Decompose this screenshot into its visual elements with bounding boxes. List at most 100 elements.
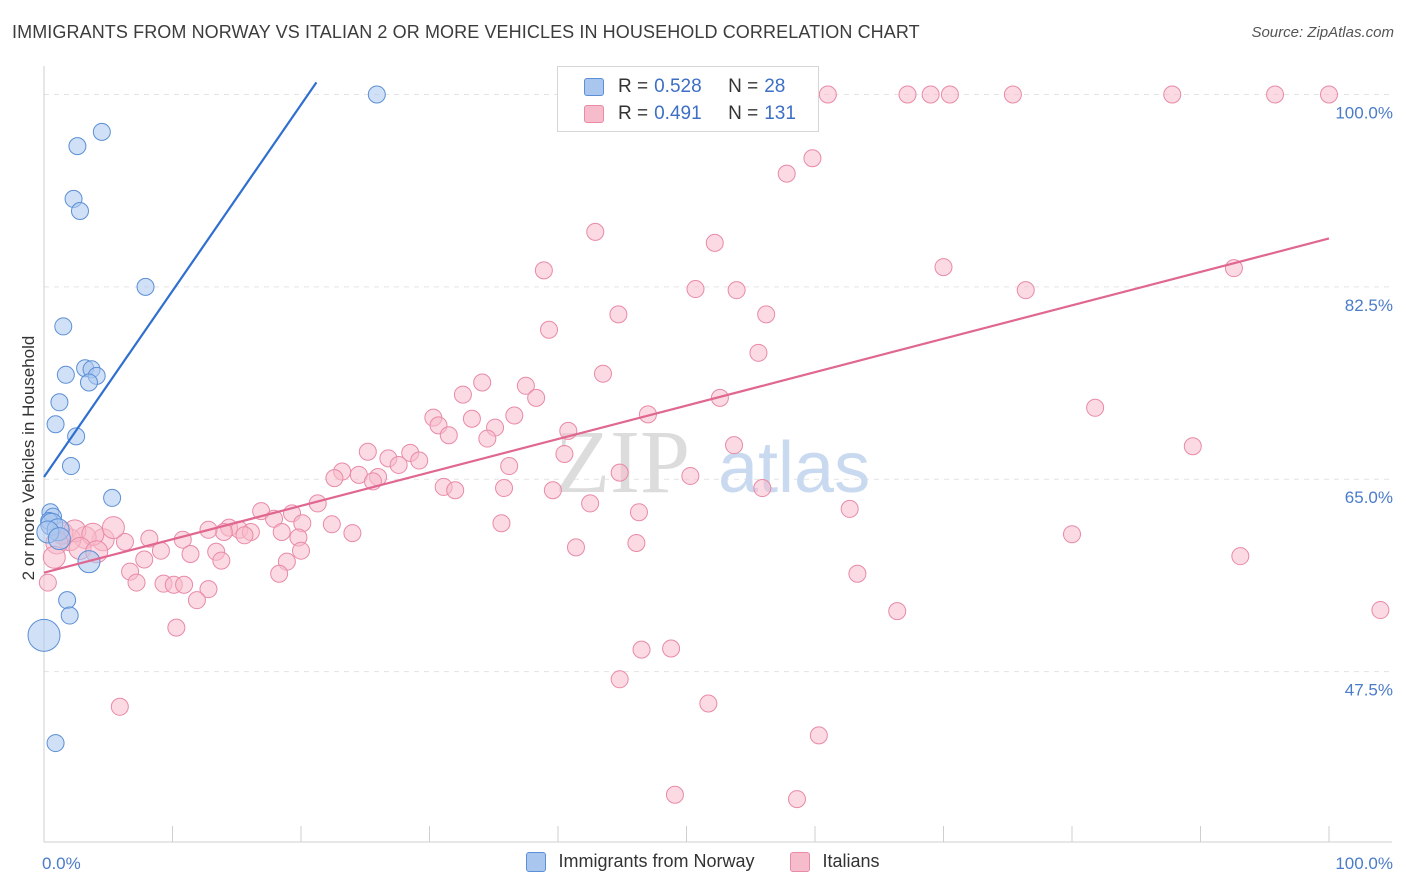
italian-point (135, 550, 154, 569)
y-tick-label: 47.5% (1345, 681, 1393, 700)
legend-item-italians[interactable]: Italians (790, 851, 880, 872)
italian-point (665, 785, 684, 804)
italian-point (662, 639, 681, 658)
norway-legend-swatch (526, 851, 547, 872)
italian-point (325, 469, 344, 488)
italian-point (586, 222, 605, 241)
grid-lines (44, 93, 1392, 673)
norway-points (27, 85, 386, 753)
norway-point (56, 365, 75, 384)
legend-item-norway[interactable]: Immigrants from Norway (526, 851, 754, 872)
italian-point (127, 573, 146, 592)
italian-point (492, 514, 511, 533)
italian-point (439, 426, 458, 445)
italian-point (940, 85, 959, 104)
norway-point (47, 527, 71, 551)
norway-point (46, 415, 65, 434)
italian-point (818, 85, 837, 104)
series-legend: Immigrants from Norway Italians (0, 851, 1406, 872)
correlation-legend: R = 0.528 N = 28 R = 0.491 N = 131 (557, 66, 819, 132)
italian-r-value: 0.491 (654, 103, 702, 124)
italian-point (462, 409, 481, 428)
n-label: N = (728, 103, 759, 124)
italian-point (1063, 525, 1081, 544)
italian-point (358, 442, 377, 461)
italian-legend-swatch (790, 851, 811, 872)
norway-point (136, 277, 155, 296)
italian-point (446, 481, 465, 500)
norway-point (67, 427, 86, 446)
italian-point (516, 376, 535, 395)
italian-point (610, 463, 629, 482)
italian-point (686, 280, 705, 299)
italian-point (777, 164, 796, 183)
italian-point (803, 149, 822, 168)
norway-point (70, 202, 89, 221)
norway-point (27, 618, 61, 652)
italian-point (115, 532, 134, 551)
norway-point (79, 373, 98, 392)
italian-point (410, 451, 429, 470)
italian-point (705, 233, 724, 252)
italian-point (1371, 601, 1390, 620)
norway-legend-label: Immigrants from Norway (558, 851, 755, 871)
tick-labels: 47.5% 65.0% 82.5% 100.0% 0.0% 100.0% (42, 103, 1393, 873)
italian-point (788, 790, 807, 809)
italian-point (478, 429, 497, 448)
watermark-atlas: atlas (718, 428, 870, 508)
italian-point (187, 591, 206, 610)
norway-point (50, 393, 69, 412)
italian-point (681, 466, 700, 485)
italian-point (699, 694, 718, 713)
norway-trend-line (43, 81, 318, 478)
y-axis-label: 2 or more Vehicles in Household (19, 336, 38, 581)
italian-point (543, 481, 562, 500)
italian-point (540, 320, 559, 339)
italian-point (322, 515, 341, 534)
norway-r-value: 0.528 (654, 76, 702, 97)
norway-point (103, 488, 122, 507)
norway-point (68, 137, 87, 156)
axes (43, 66, 1392, 843)
italian-point (921, 85, 940, 104)
italian-point (140, 529, 159, 548)
italian-point (840, 499, 859, 518)
legend-row-norway: R = 0.528 N = 28 (584, 74, 791, 100)
italian-point (1163, 85, 1182, 104)
norway-point (92, 122, 111, 141)
italian-n-value: 131 (764, 103, 796, 124)
italian-point (453, 385, 472, 404)
italian-point (749, 343, 768, 362)
italian-point (292, 541, 310, 560)
norway-point (61, 457, 80, 476)
r-label: R = (618, 103, 649, 124)
italian-point (809, 726, 828, 745)
italian-point (757, 305, 776, 324)
y-tick-label: 82.5% (1345, 296, 1393, 315)
italian-point (1320, 85, 1338, 104)
norway-n-value: 28 (764, 76, 786, 97)
italian-legend-label: Italians (822, 851, 880, 871)
italian-point (727, 281, 746, 300)
italian-point (888, 602, 907, 621)
italian-point (181, 544, 200, 563)
italian-point (110, 697, 129, 716)
italian-point (593, 364, 612, 383)
norway-point (367, 85, 386, 104)
r-label: R = (618, 76, 649, 97)
italian-point (235, 526, 254, 545)
italian-point (753, 479, 772, 498)
norway-swatch (584, 78, 604, 96)
italian-point (199, 580, 218, 599)
italian-point (272, 523, 291, 542)
y-tick-label: 100.0% (1335, 103, 1393, 122)
italian-point (527, 388, 546, 407)
italian-point (609, 305, 628, 324)
italian-point (175, 575, 194, 594)
norway-point (46, 734, 65, 753)
italian-point (534, 261, 553, 280)
italian-point (500, 457, 519, 476)
italian-point (473, 373, 492, 392)
italian-point (629, 503, 648, 522)
